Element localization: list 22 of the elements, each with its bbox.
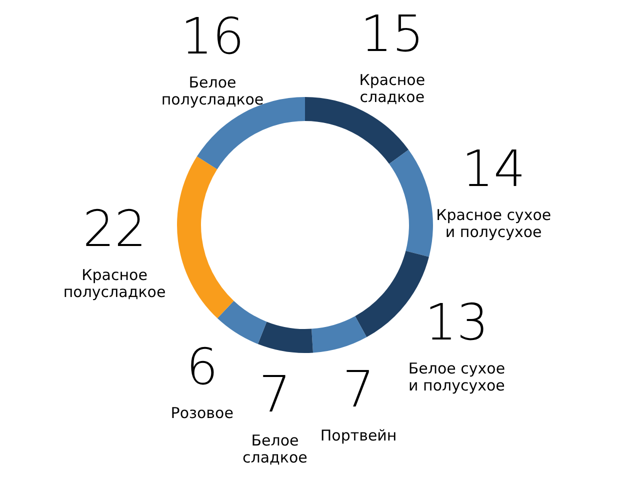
slice-label: Розовое <box>170 404 234 422</box>
data-label: 14 <box>462 140 526 198</box>
slice-label: Красное полусладкое <box>63 266 166 302</box>
donut-slice <box>258 322 314 353</box>
data-label: 15 <box>360 4 424 63</box>
data-label: 22 <box>82 200 146 258</box>
donut-slice <box>177 156 234 318</box>
slice-label: Белое сухое и полусухое <box>408 360 506 395</box>
slice-label: Портвейн <box>320 426 397 444</box>
slice-label: Белое сладкое <box>242 432 308 467</box>
slice-label: Красное сухое и полусухое <box>436 206 552 242</box>
data-label: 7 <box>259 366 291 424</box>
donut-slice <box>312 316 367 353</box>
slice-label: Белое полусладкое <box>161 74 264 109</box>
data-label: 13 <box>424 294 489 352</box>
donut-slice <box>355 250 429 338</box>
donut-slice <box>389 150 433 257</box>
data-label: 16 <box>180 8 244 66</box>
donut-slice <box>217 300 267 344</box>
slice-label: Красное сладкое <box>359 70 426 106</box>
data-label: 6 <box>186 338 218 396</box>
data-label: 7 <box>342 360 374 418</box>
